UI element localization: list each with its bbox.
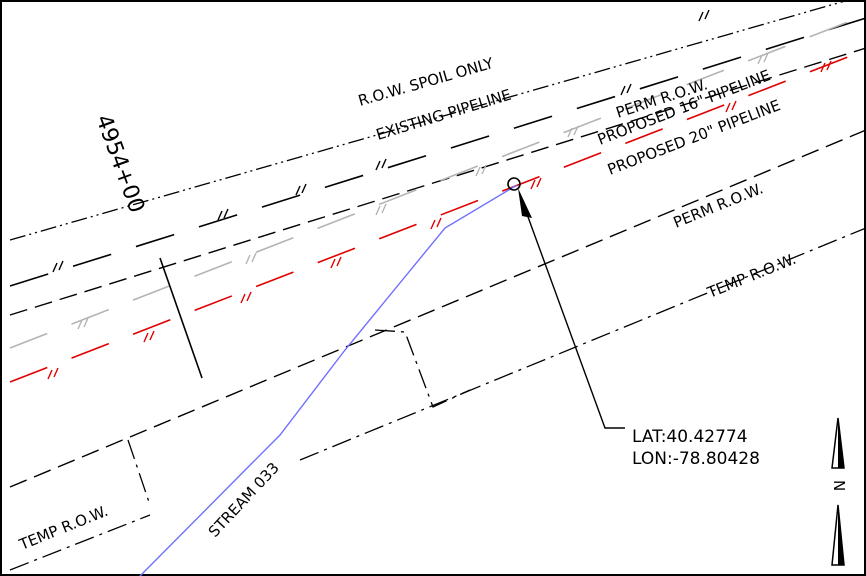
north-arrow-icon: N bbox=[830, 417, 848, 566]
existing-pipeline-line bbox=[9, 17, 866, 287]
station-tick bbox=[159, 257, 203, 379]
stream-line bbox=[139, 184, 518, 576]
workspace-notch bbox=[374, 329, 471, 408]
temp-row-notch-left bbox=[127, 439, 151, 506]
perm-row-upper-line bbox=[9, 47, 866, 316]
north-label: N bbox=[830, 480, 848, 491]
proposed-16-pipeline-line bbox=[9, 14, 866, 349]
row-spoil-only-line bbox=[9, 0, 851, 241]
label-temp-row-left: TEMP R.O.W. bbox=[16, 502, 111, 554]
leader-arrowhead bbox=[518, 188, 532, 218]
temp-row-line bbox=[299, 227, 866, 461]
label-station: 4954+00 bbox=[90, 112, 149, 217]
coordinate-leader-line bbox=[519, 194, 625, 429]
crossing-lon: LON:-78.80428 bbox=[632, 449, 760, 469]
crossing-lat: LAT:40.42774 bbox=[632, 427, 748, 447]
temp-row-line-left bbox=[9, 514, 151, 571]
label-temp-row-right: TEMP R.O.W. bbox=[704, 250, 799, 302]
pipe-break-marks bbox=[47, 9, 832, 380]
crossing-point-marker bbox=[507, 177, 521, 191]
proposed-20-pipeline-line bbox=[9, 49, 866, 383]
